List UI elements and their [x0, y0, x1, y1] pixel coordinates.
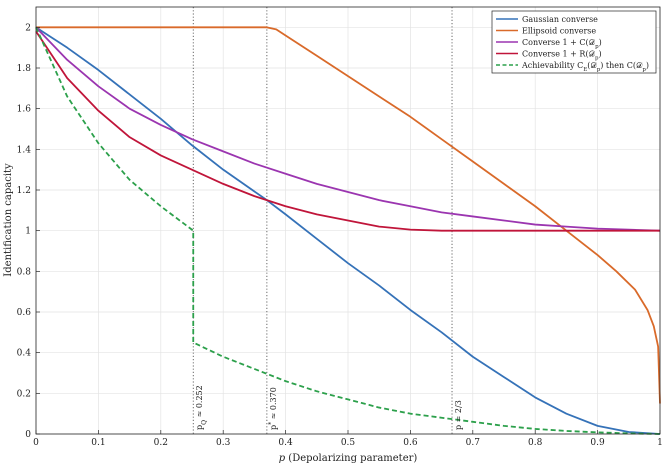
- legend-label: Ellipsoid converse: [522, 27, 596, 36]
- reference-lines: [192, 7, 453, 434]
- y-tick-label: 0: [25, 430, 31, 440]
- annotation-label: pQ ≈ 0.252: [195, 385, 208, 430]
- y-tick-labels: 0 0.2 0.4 0.6 0.8 1 1.2 1.4 1.6 1.8 2: [17, 23, 40, 440]
- series-line-3: [35, 30, 660, 232]
- annotation-label: p = 2/3: [454, 400, 463, 430]
- series-line-0: [35, 26, 661, 435]
- y-axis-label: Identification capacity: [3, 163, 14, 277]
- x-tick-label: 0.6: [403, 438, 418, 448]
- y-tick-label: 0.2: [17, 389, 31, 399]
- y-tick-label: 1.6: [17, 105, 32, 115]
- legend-label: Gaussian converse: [522, 15, 598, 24]
- x-tick-labels: 0 0.1 0.2 0.3 0.4 0.5 0.6 0.7 0.8 0.9 1: [33, 430, 663, 448]
- y-tick-label: 0.4: [17, 349, 32, 359]
- x-tick-label: 0.3: [216, 438, 231, 448]
- series-line-1: [36, 26, 661, 404]
- x-tick-label: 0.8: [528, 438, 543, 448]
- y-tick-label: 2: [25, 23, 31, 33]
- series-group: [35, 26, 661, 435]
- legend: Gaussian converse Ellipsoid converse Conve…: [491, 10, 657, 74]
- y-tick-label: 0.8: [17, 267, 32, 277]
- annotations: pQ ≈ 0.252 p* ≈ 0.370 p = 2/3: [195, 385, 463, 430]
- x-tick-label: 0.4: [278, 438, 293, 448]
- series-line-4: [35, 26, 661, 435]
- legend-label: Converse 1 + C(𝒟p): [522, 38, 602, 50]
- x-tick-label: 0.5: [341, 438, 356, 448]
- legend-label: Converse 1 + R(𝒟p): [522, 50, 602, 62]
- x-tick-label: 0.7: [466, 438, 481, 448]
- series-line-2: [35, 26, 661, 232]
- x-tick-label: 0.1: [91, 438, 105, 448]
- x-tick-label: 0.2: [154, 438, 168, 448]
- x-tick-label: 0: [33, 438, 39, 448]
- y-tick-label: 0.6: [17, 308, 32, 318]
- x-tick-label: 0.9: [590, 438, 605, 448]
- annotation-label: p* ≈ 0.370: [267, 387, 278, 430]
- legend-box: [491, 10, 657, 74]
- y-tick-label: 1.2: [17, 186, 31, 196]
- y-tick-label: 1: [25, 227, 31, 237]
- legend-label: Achievability CE(𝒟p) then C(𝒟p): [521, 61, 649, 73]
- x-tick-label: 1: [657, 438, 663, 448]
- y-tick-label: 1.8: [17, 64, 32, 74]
- y-tick-label: 1.4: [17, 145, 32, 155]
- x-axis-label: p (Depolarizing parameter): [279, 453, 418, 464]
